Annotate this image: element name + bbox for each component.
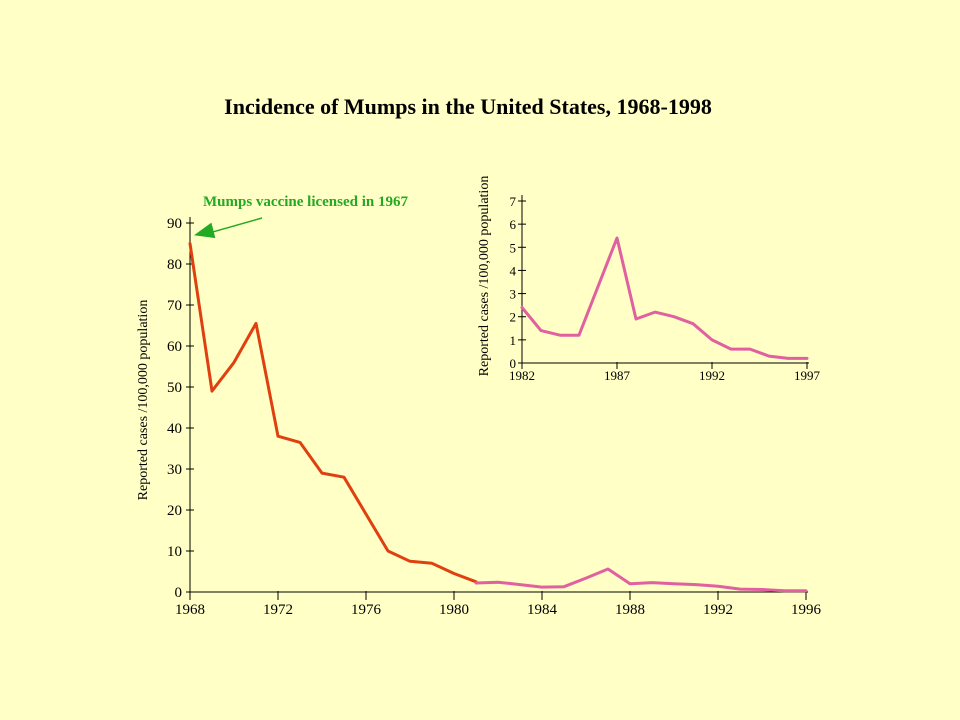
main-x-tick-label: 1968 (175, 602, 205, 618)
main-x-tick-label: 1976 (351, 602, 382, 618)
inset-x-tick-label: 1997 (794, 368, 821, 383)
main-y-tick-label: 60 (167, 339, 182, 355)
inset-x-tick-label: 1982 (509, 368, 535, 383)
main-series-line-1 (474, 567, 808, 593)
main-chart: 1968 1972 1976 1980 1984 1988 1992 199601020304… (136, 194, 822, 618)
main-x-tick-label: 1984 (527, 602, 558, 618)
main-y-tick-label: 30 (167, 462, 182, 478)
vaccine-annotation: Mumps vaccine licensed in 1967 (203, 194, 408, 210)
inset-y-tick-label: 6 (510, 217, 517, 232)
main-lines (188, 242, 808, 593)
main-x-tick-label: 1996 (791, 602, 822, 618)
main-y-tick-label: 10 (167, 544, 182, 560)
main-y-tick-label: 40 (167, 421, 182, 437)
inset-y-tick-label: 5 (510, 240, 517, 255)
main-y-tick-label: 70 (167, 298, 182, 314)
annotation-arrow-shaft (207, 217, 263, 235)
main-series-line-0 (188, 242, 478, 584)
main-x-tick-label: 1980 (439, 602, 469, 618)
main-axes: 1968 1972 1976 1980 1984 1988 1992 199601020304… (167, 216, 822, 618)
inset-y-tick-label: 2 (510, 310, 517, 325)
chart-title: Incidence of Mumps in the United States,… (224, 94, 712, 119)
main-y-tick-label: 80 (167, 257, 182, 273)
main-x-tick-label: 1972 (263, 602, 293, 618)
inset-y-tick-label: 1 (510, 333, 517, 348)
inset-y-tick-label: 3 (510, 287, 517, 302)
main-y-tick-label: 0 (175, 585, 183, 601)
inset-x-tick-label: 1987 (604, 368, 631, 383)
annotation-arrow (194, 217, 263, 239)
main-y-tick-label: 20 (167, 503, 182, 519)
inset-y-tick-label: 7 (510, 194, 517, 209)
main-y-axis-label: Reported cases /100,000 population (136, 300, 151, 501)
inset-y-tick-label: 4 (510, 263, 517, 278)
inset-axes: 1982 1987 1992 1997 0 1 2 3 4 5 6 7 (509, 194, 821, 383)
main-y-tick-label: 90 (167, 216, 182, 232)
inset-series-line-0 (520, 236, 809, 360)
inset-x-tick-label: 1992 (699, 368, 725, 383)
main-x-tick-label: 1992 (703, 602, 733, 618)
inset-y-tick-label: 0 (510, 356, 517, 371)
main-x-tick-label: 1988 (615, 602, 645, 618)
inset-y-axis-label: Reported cases /100,000 population (477, 176, 492, 377)
inset-lines (520, 236, 809, 360)
main-y-tick-label: 50 (167, 380, 182, 396)
annotation-arrow-head (194, 222, 216, 239)
inset-chart: 1982 1987 1992 1997 0 1 2 3 4 5 6 7 Reported cases … (477, 176, 821, 383)
